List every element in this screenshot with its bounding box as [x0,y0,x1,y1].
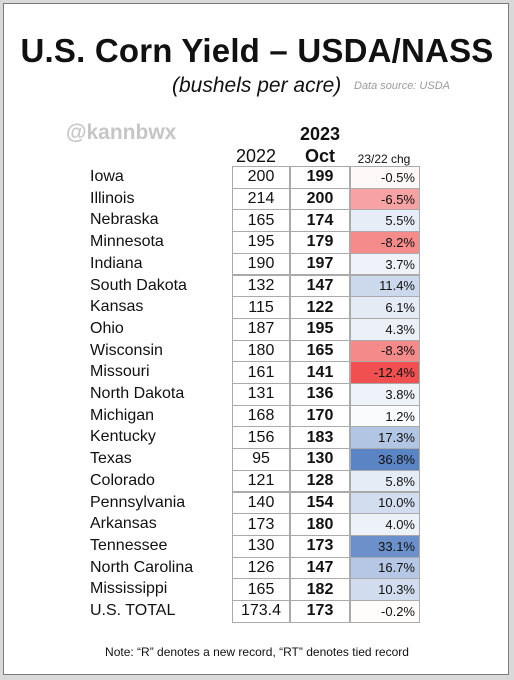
state-label: Texas [90,450,132,468]
cell-2022: 161 [232,361,290,384]
cell-change: 10.3% [350,578,420,601]
cell-2023: 154 [290,491,350,515]
cell-2023: 147 [290,556,350,580]
cell-2022: 130 [232,534,290,558]
chart-subtitle: (bushels per acre) [172,74,342,97]
cell-change: -12.4% [350,361,420,384]
footnote: Note: “R” denotes a new record, “RT” den… [105,645,409,659]
cell-2022: 180 [232,339,290,363]
header-2023: 2023 [299,124,341,144]
header-oct: Oct [304,146,335,166]
cell-change: 3.8% [350,383,420,406]
cell-2023: 195 [290,317,350,341]
chart-card [3,3,509,675]
state-label: Iowa [90,168,124,185]
state-label: Arkansas [90,515,157,533]
cell-2022: 187 [232,317,290,341]
cell-2023: 165 [290,339,350,363]
cell-2023: 180 [290,513,350,536]
author-watermark: @kannbwx [66,121,177,144]
cell-change: -8.2% [350,231,420,254]
state-label: Ohio [90,319,124,337]
data-source: Data source: USDA [354,80,450,92]
chart-title: U.S. Corn Yield – USDA/NASS [20,32,494,69]
header-change: 23/22 chg [357,152,411,166]
cell-change: 3.7% [350,252,420,276]
state-label: Kentucky [90,428,156,446]
cell-2023: 200 [290,187,350,211]
state-label: Kansas [90,298,144,316]
cell-2022: 200 [232,166,290,189]
state-label: Mississippi [90,580,168,598]
state-label: Nebraska [90,211,159,229]
cell-change: 4.3% [350,317,420,341]
cell-change: -8.3% [350,339,420,363]
cell-2022: 156 [232,426,290,450]
state-label: South Dakota [90,276,187,294]
cell-2022: 121 [232,469,290,493]
cell-change: 4.0% [350,513,420,536]
cell-2023: 179 [290,231,350,254]
state-label: Indiana [90,254,143,272]
cell-2022: 165 [232,209,290,233]
cell-change: -6.5% [350,187,420,211]
cell-change: 5.5% [350,209,420,233]
cell-2022: 173.4 [232,600,290,623]
cell-2023: 147 [290,274,350,298]
cell-change: 1.2% [350,404,420,428]
cell-2022: 131 [232,383,290,406]
cell-2023: 136 [290,383,350,406]
state-label: U.S. TOTAL [90,602,176,619]
cell-change: 11.4% [350,274,420,298]
cell-change: 16.7% [350,556,420,580]
state-label: Pennsylvania [90,493,186,511]
state-label: Missouri [90,363,150,381]
cell-2022: 126 [232,556,290,580]
cell-change: 33.1% [350,534,420,558]
state-label: North Carolina [90,558,194,576]
cell-2023: 130 [290,448,350,471]
cell-2022: 115 [232,296,290,319]
cell-change: 6.1% [350,296,420,319]
state-label: Tennessee [90,536,168,554]
cell-2023: 173 [290,534,350,558]
cell-2022: 168 [232,404,290,428]
cell-2023: 173 [290,600,350,623]
cell-2022: 140 [232,491,290,515]
state-label: Minnesota [90,233,164,251]
cell-2023: 199 [290,166,350,189]
cell-change: 17.3% [350,426,420,450]
cell-2023: 197 [290,252,350,276]
cell-2022: 95 [232,448,290,471]
cell-2022: 190 [232,252,290,276]
cell-change: 10.0% [350,491,420,515]
state-label: Wisconsin [90,341,163,359]
cell-2022: 173 [232,513,290,536]
cell-2023: 174 [290,209,350,233]
state-label: North Dakota [90,385,185,402]
cell-2023: 183 [290,426,350,450]
cell-2023: 170 [290,404,350,428]
cell-change: 5.8% [350,469,420,493]
state-label: Colorado [90,471,155,489]
cell-2022: 195 [232,231,290,254]
cell-change: -0.5% [350,166,420,189]
cell-2022: 165 [232,578,290,601]
state-label: Michigan [90,406,155,424]
cell-2022: 214 [232,187,290,211]
header-2022: 2022 [235,146,277,166]
cell-change: -0.2% [350,600,420,623]
state-label: Illinois [90,189,135,207]
cell-change: 36.8% [350,448,420,471]
cell-2023: 122 [290,296,350,319]
cell-2023: 141 [290,361,350,384]
cell-2022: 132 [232,274,290,298]
cell-2023: 182 [290,578,350,601]
cell-2023: 128 [290,469,350,493]
